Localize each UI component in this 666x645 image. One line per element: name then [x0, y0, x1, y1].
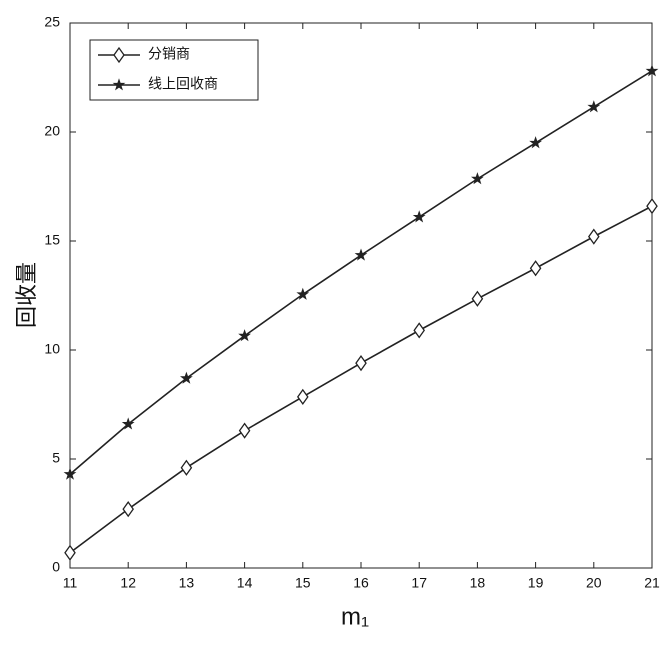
- marker: [588, 228, 600, 245]
- x-tick-label: 19: [528, 575, 544, 591]
- series-line: [69, 70, 653, 475]
- x-axis-label: m₁: [341, 603, 369, 630]
- y-tick-label: 25: [44, 14, 60, 30]
- y-axis-label: 回收量: [15, 262, 40, 328]
- legend-label: 分销商: [148, 46, 190, 62]
- marker: [529, 260, 542, 277]
- y-tick-label: 20: [44, 123, 60, 139]
- marker: [180, 459, 193, 476]
- marker: [354, 248, 368, 261]
- series-line: [69, 205, 653, 554]
- x-tick-label: 15: [295, 575, 311, 591]
- y-tick-label: 0: [52, 559, 60, 575]
- x-tick-label: 12: [120, 575, 136, 591]
- marker: [64, 544, 76, 561]
- x-tick-label: 18: [470, 575, 486, 591]
- x-tick-label: 16: [353, 575, 369, 591]
- x-tick-label: 11: [63, 575, 78, 591]
- marker: [297, 388, 309, 405]
- legend-label: 线上回收商: [148, 76, 218, 92]
- marker: [471, 172, 484, 185]
- legend-marker: [113, 46, 125, 64]
- marker: [413, 322, 425, 339]
- marker: [355, 354, 367, 372]
- x-tick-label: 21: [644, 575, 660, 591]
- legend-marker: [112, 78, 126, 91]
- y-tick-label: 5: [52, 450, 60, 466]
- y-tick-label: 15: [44, 232, 60, 248]
- x-tick-label: 20: [586, 575, 602, 591]
- marker: [296, 287, 310, 300]
- x-tick-label: 17: [411, 575, 427, 591]
- marker: [471, 290, 484, 307]
- marker: [529, 136, 542, 149]
- marker: [122, 501, 134, 518]
- plot-frame: [69, 22, 653, 569]
- marker: [121, 417, 135, 430]
- marker: [238, 329, 251, 342]
- x-tick-label: 14: [237, 575, 253, 591]
- marker: [646, 198, 658, 215]
- marker: [180, 371, 193, 384]
- marker: [238, 422, 251, 439]
- marker: [63, 467, 77, 480]
- marker: [412, 210, 426, 223]
- marker: [587, 100, 601, 113]
- y-tick-label: 10: [44, 341, 60, 357]
- x-tick-label: 13: [179, 575, 195, 591]
- marker: [645, 64, 659, 77]
